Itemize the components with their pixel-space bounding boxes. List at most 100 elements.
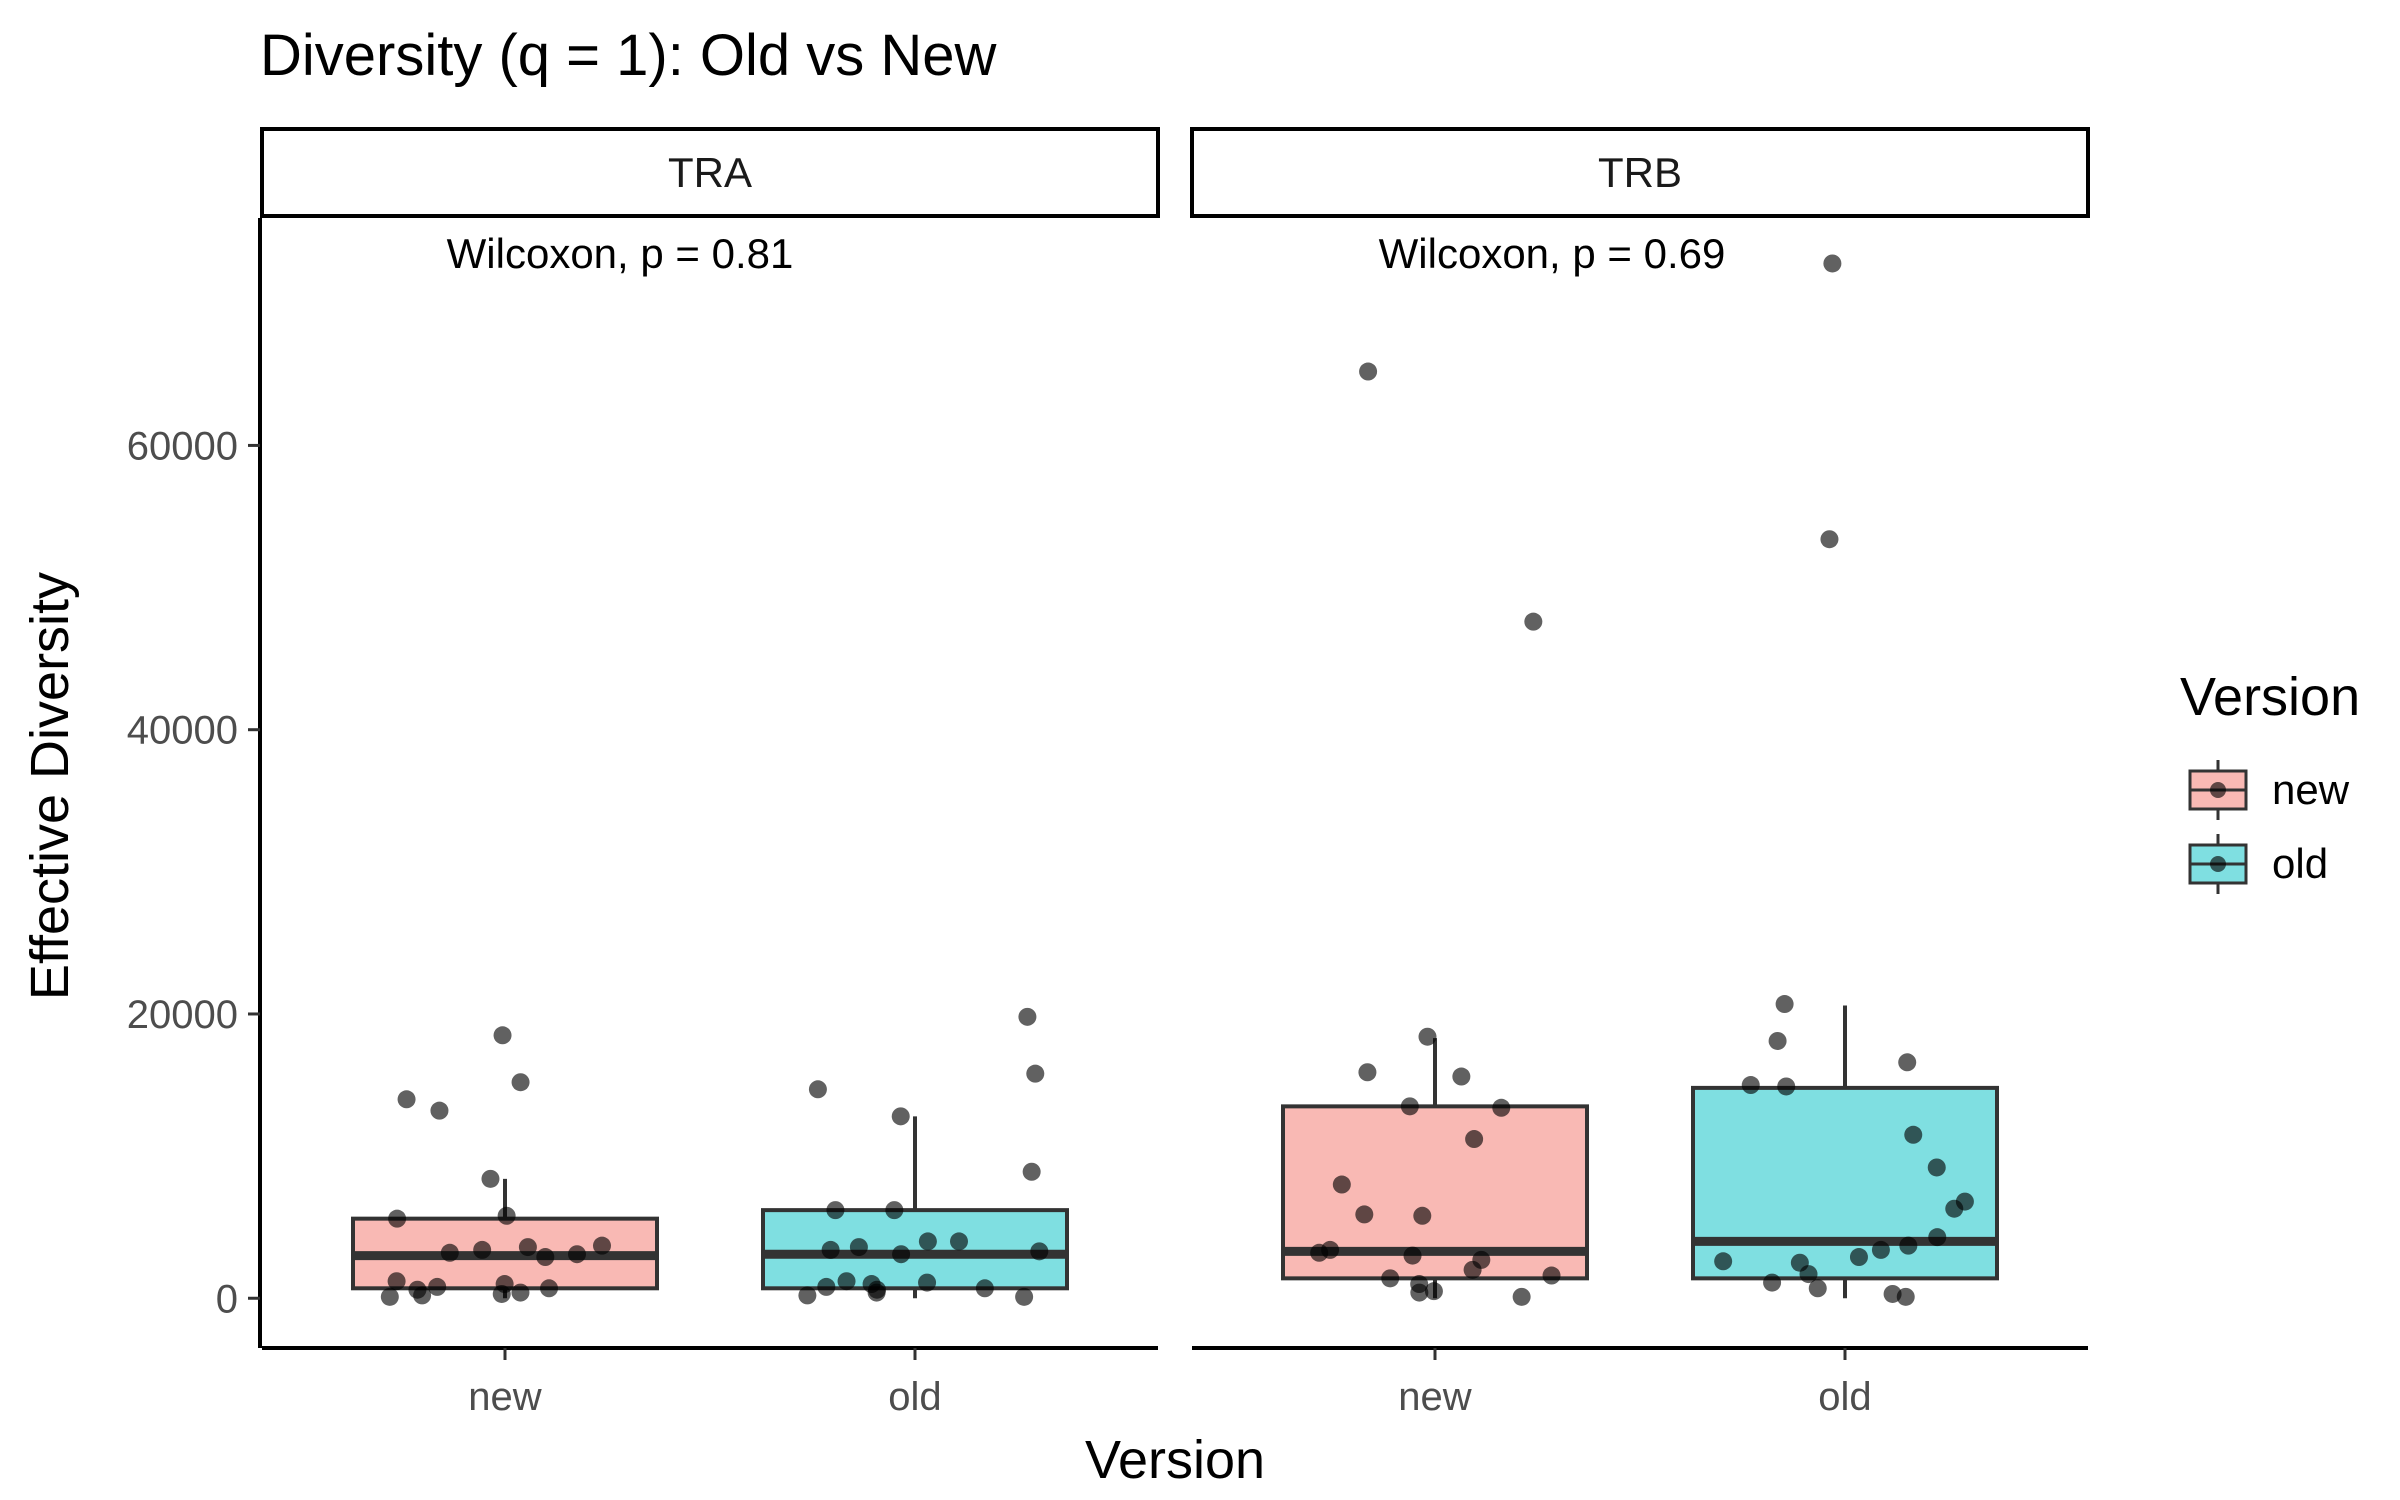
data-point bbox=[975, 1279, 994, 1298]
data-point bbox=[1332, 1175, 1351, 1194]
data-point bbox=[821, 1240, 840, 1259]
y-tick-label: 40000 bbox=[127, 709, 238, 753]
x-tick-label-old: old bbox=[1818, 1375, 1871, 1419]
box-old bbox=[761, 1208, 1069, 1291]
data-point bbox=[1524, 612, 1543, 631]
data-point bbox=[1714, 1252, 1733, 1271]
data-point bbox=[568, 1245, 587, 1264]
data-point bbox=[1492, 1098, 1511, 1117]
y-axis: 0 20000 40000 60000 bbox=[127, 218, 262, 1348]
data-point bbox=[1927, 1158, 1946, 1177]
data-point bbox=[798, 1286, 817, 1305]
data-point bbox=[867, 1283, 886, 1302]
data-point bbox=[1799, 1265, 1818, 1284]
data-point bbox=[1355, 1205, 1374, 1224]
data-point bbox=[397, 1090, 416, 1109]
facet-panel-tra bbox=[351, 1007, 1069, 1306]
data-point bbox=[1904, 1125, 1923, 1144]
data-point bbox=[1310, 1243, 1329, 1262]
data-point bbox=[493, 1026, 512, 1045]
x-axis-title: Version bbox=[1085, 1430, 1265, 1490]
x-tick-label-new: new bbox=[1398, 1375, 1471, 1419]
data-point bbox=[1741, 1076, 1760, 1095]
data-point bbox=[497, 1206, 516, 1225]
legend: Version new old bbox=[2180, 667, 2360, 894]
data-point bbox=[949, 1232, 968, 1251]
facet-strip-tra: TRA bbox=[260, 127, 1160, 218]
facet-panel-trb bbox=[1281, 254, 1999, 1306]
data-point bbox=[1018, 1007, 1037, 1026]
strip-label-tra: TRA bbox=[668, 149, 752, 196]
box-old bbox=[1691, 1085, 1999, 1281]
data-point bbox=[1413, 1206, 1432, 1225]
data-point bbox=[1424, 1282, 1443, 1301]
y-axis-title: Effective Diversity bbox=[20, 572, 80, 1000]
data-point bbox=[492, 1284, 511, 1303]
data-point bbox=[1026, 1064, 1045, 1083]
box-group-old bbox=[1691, 254, 1999, 1306]
data-point bbox=[1463, 1260, 1482, 1279]
data-point bbox=[430, 1101, 449, 1120]
data-point bbox=[1400, 1097, 1419, 1116]
data-point bbox=[891, 1107, 910, 1126]
data-point bbox=[1763, 1273, 1782, 1292]
data-point bbox=[540, 1279, 559, 1298]
box-group-old bbox=[761, 1007, 1069, 1306]
data-point bbox=[1542, 1266, 1561, 1285]
data-point bbox=[387, 1272, 406, 1291]
legend-entry-new: new bbox=[2188, 760, 2350, 820]
box-group-new bbox=[1281, 362, 1589, 1306]
data-point bbox=[918, 1273, 937, 1292]
data-point bbox=[1512, 1287, 1531, 1306]
data-point bbox=[1775, 995, 1794, 1014]
wilcoxon-annotation-tra: Wilcoxon, p = 0.81 bbox=[447, 230, 794, 277]
x-axis-tra: new old bbox=[262, 1346, 1158, 1419]
y-tick-label: 60000 bbox=[127, 424, 238, 468]
data-point bbox=[1410, 1283, 1429, 1302]
data-point bbox=[380, 1287, 399, 1306]
x-tick-label-new: new bbox=[468, 1375, 541, 1419]
legend-entry-old: old bbox=[2188, 834, 2328, 894]
legend-key-point bbox=[2210, 856, 2226, 872]
data-point bbox=[1452, 1067, 1471, 1086]
data-point bbox=[1465, 1130, 1484, 1149]
chart-title: Diversity (q = 1): Old vs New bbox=[260, 23, 998, 88]
data-point bbox=[1896, 1287, 1915, 1306]
data-point bbox=[885, 1201, 904, 1220]
y-tick-label: 0 bbox=[216, 1277, 238, 1321]
data-point bbox=[837, 1272, 856, 1291]
data-point bbox=[817, 1277, 836, 1296]
data-point bbox=[849, 1238, 868, 1257]
y-tick-label: 20000 bbox=[127, 993, 238, 1037]
legend-label-old: old bbox=[2272, 840, 2328, 887]
data-point bbox=[1899, 1236, 1918, 1255]
box-group-new bbox=[351, 1026, 659, 1306]
data-point bbox=[1381, 1269, 1400, 1288]
data-point bbox=[1928, 1228, 1947, 1247]
data-point bbox=[481, 1169, 500, 1188]
legend-label-new: new bbox=[2272, 766, 2350, 813]
data-point bbox=[428, 1277, 447, 1296]
data-point bbox=[1849, 1248, 1868, 1267]
data-point bbox=[1820, 530, 1839, 549]
data-point bbox=[473, 1240, 492, 1259]
strip-label-trb: TRB bbox=[1598, 149, 1682, 196]
data-point bbox=[1359, 362, 1378, 381]
data-point bbox=[1015, 1287, 1034, 1306]
data-point bbox=[918, 1232, 937, 1251]
data-point bbox=[1871, 1240, 1890, 1259]
data-point bbox=[1808, 1279, 1827, 1298]
data-point bbox=[808, 1080, 827, 1099]
data-point bbox=[518, 1238, 537, 1257]
data-point bbox=[1768, 1031, 1787, 1050]
x-axis-trb: new old bbox=[1192, 1346, 2088, 1419]
data-point bbox=[1823, 254, 1842, 273]
data-point bbox=[536, 1248, 555, 1267]
data-point bbox=[892, 1245, 911, 1264]
data-point bbox=[388, 1209, 407, 1228]
data-point bbox=[511, 1283, 530, 1302]
data-point bbox=[1022, 1162, 1041, 1181]
wilcoxon-annotation-trb: Wilcoxon, p = 0.69 bbox=[1379, 230, 1726, 277]
data-point bbox=[826, 1201, 845, 1220]
